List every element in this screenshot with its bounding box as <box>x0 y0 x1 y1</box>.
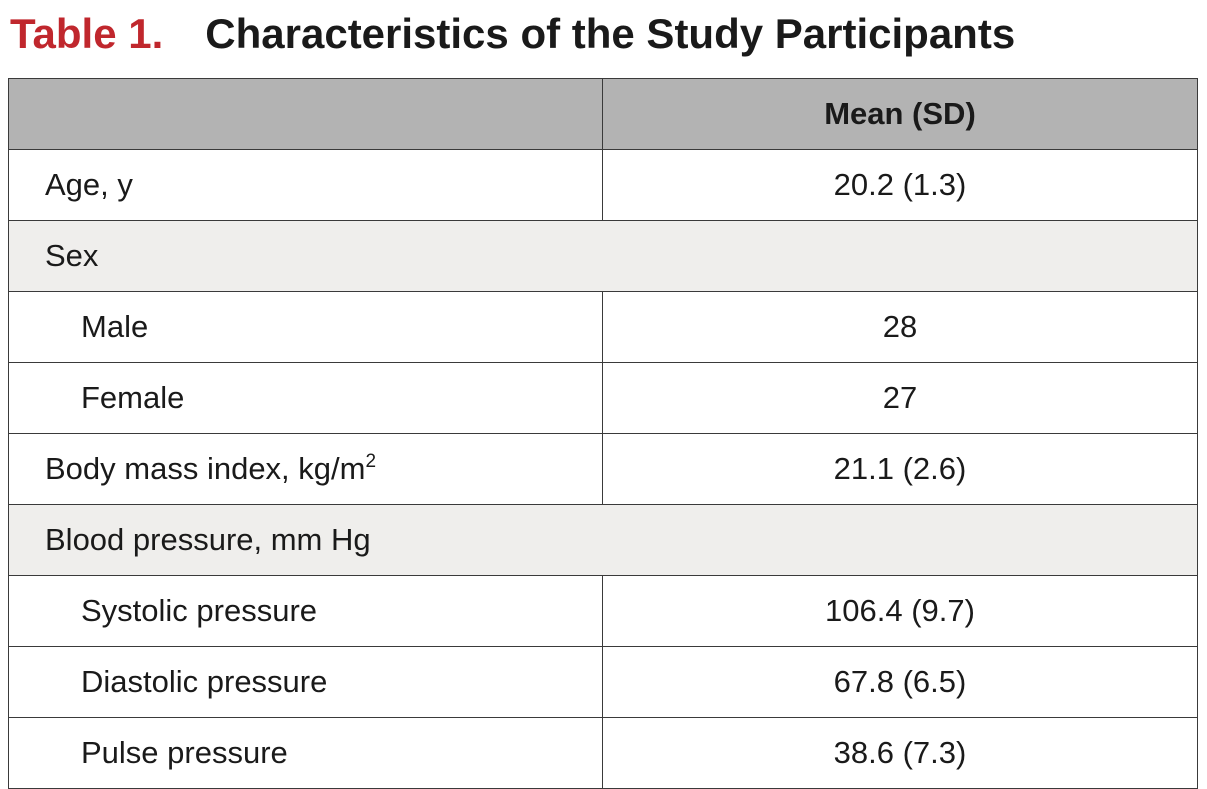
table-row: Pulse pressure 38.6 (7.3) <box>8 717 1198 789</box>
table-row: Female 27 <box>8 362 1198 434</box>
row-value-systolic: 106.4 (9.7) <box>602 575 1198 647</box>
table-title: Table 1. Characteristics of the Study Par… <box>10 6 1015 62</box>
row-label-age: Age, y <box>8 149 603 221</box>
table-header-row: Mean (SD) <box>8 78 1198 150</box>
row-value-bmi: 21.1 (2.6) <box>602 433 1198 505</box>
row-label-diastolic: Diastolic pressure <box>8 646 603 718</box>
row-label-male: Male <box>8 291 603 363</box>
row-value-female: 27 <box>602 362 1198 434</box>
section-row: Blood pressure, mm Hg <box>8 504 1198 576</box>
row-label-pulse: Pulse pressure <box>8 717 603 789</box>
table-row: Body mass index, kg/m2 21.1 (2.6) <box>8 433 1198 505</box>
row-value-male: 28 <box>602 291 1198 363</box>
header-variable-cell <box>8 78 603 150</box>
section-row: Sex <box>8 220 1198 292</box>
table-row: Age, y 20.2 (1.3) <box>8 149 1198 221</box>
row-label-systolic: Systolic pressure <box>8 575 603 647</box>
row-label-female: Female <box>8 362 603 434</box>
bmi-superscript: 2 <box>365 451 377 472</box>
table-row: Diastolic pressure 67.8 (6.5) <box>8 646 1198 718</box>
participants-table: Mean (SD) Age, y 20.2 (1.3) Sex Male 28 … <box>8 78 1198 789</box>
section-label-blood-pressure: Blood pressure, mm Hg <box>8 504 1198 576</box>
row-label-bmi: Body mass index, kg/m2 <box>8 433 603 505</box>
bmi-label-text: Body mass index, kg/m <box>45 451 366 486</box>
section-label-sex: Sex <box>8 220 1198 292</box>
table-number: Table 1. <box>10 10 164 57</box>
table-row: Systolic pressure 106.4 (9.7) <box>8 575 1198 647</box>
row-value-age: 20.2 (1.3) <box>602 149 1198 221</box>
header-mean-sd-cell: Mean (SD) <box>602 78 1198 150</box>
row-value-pulse: 38.6 (7.3) <box>602 717 1198 789</box>
table-row: Male 28 <box>8 291 1198 363</box>
table-caption: Characteristics of the Study Participant… <box>205 10 1016 57</box>
row-value-diastolic: 67.8 (6.5) <box>602 646 1198 718</box>
